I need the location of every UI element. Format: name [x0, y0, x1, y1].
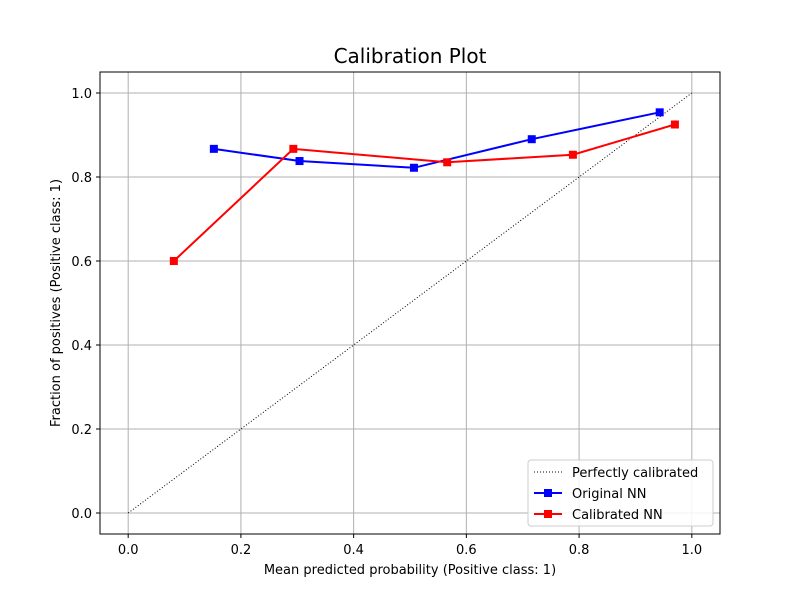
- data-point-original-nn: [409, 163, 418, 172]
- y-tick-label: 0.2: [71, 423, 92, 438]
- y-tick-label: 0.6: [71, 255, 92, 270]
- y-axis-label: Fraction of positives (Positive class: 1…: [49, 179, 64, 427]
- x-axis-label: Mean predicted probability (Positive cla…: [264, 563, 556, 578]
- x-tick-label: 0.6: [456, 543, 477, 558]
- y-tick-label: 1.0: [71, 87, 92, 102]
- plot-frame: [99, 71, 721, 535]
- series-perfectly-calibrated: [127, 92, 693, 514]
- data-point-original-nn: [209, 144, 218, 153]
- series-original-nn: [209, 108, 664, 172]
- series-line-calibrated-nn: [173, 123, 676, 262]
- data-point-calibrated-nn: [670, 120, 679, 129]
- legend-marker: [544, 510, 552, 518]
- legend-item-calibrated-nn: Calibrated NN: [534, 508, 663, 523]
- x-tick-label: 0.4: [343, 543, 364, 558]
- series-line-perfectly-calibrated: [127, 92, 693, 514]
- y-tick-label: 0.4: [71, 339, 92, 354]
- y-tick-label: 0.0: [71, 507, 92, 522]
- legend-label: Original NN: [572, 487, 646, 502]
- x-tick-label: 0.8: [569, 543, 590, 558]
- data-point-original-nn: [295, 157, 304, 166]
- series-calibrated-nn: [169, 120, 679, 265]
- legend-label: Calibrated NN: [572, 508, 663, 523]
- legend-label: Perfectly calibrated: [572, 466, 698, 481]
- data-point-original-nn: [527, 135, 536, 144]
- data-point-calibrated-nn: [568, 150, 577, 159]
- legend-item-original-nn: Original NN: [534, 487, 646, 502]
- grid: [100, 72, 720, 534]
- legend: Perfectly calibrated Original NN Calibrate…: [527, 459, 714, 527]
- chart-title: Calibration Plot: [334, 44, 487, 68]
- x-tick-label: 0.2: [231, 543, 252, 558]
- data-point-calibrated-nn: [443, 158, 452, 167]
- data-point-original-nn: [655, 108, 664, 117]
- x-tick-label: 1.0: [681, 543, 702, 558]
- data-point-calibrated-nn: [169, 257, 178, 265]
- y-tick-label: 0.8: [71, 171, 92, 186]
- ticks: 0.0 0.2 0.4 0.6 0.8 1.0 0.0 0.2 0.4 0.6 0.8 1.0: [71, 87, 702, 558]
- legend-marker: [544, 489, 552, 497]
- legend-item-perfectly-calibrated: Perfectly calibrated: [534, 466, 698, 481]
- legend-box: [527, 459, 714, 527]
- data-point-calibrated-nn: [289, 144, 298, 153]
- series-layer: [127, 92, 693, 514]
- x-tick-label: 0.0: [118, 543, 139, 558]
